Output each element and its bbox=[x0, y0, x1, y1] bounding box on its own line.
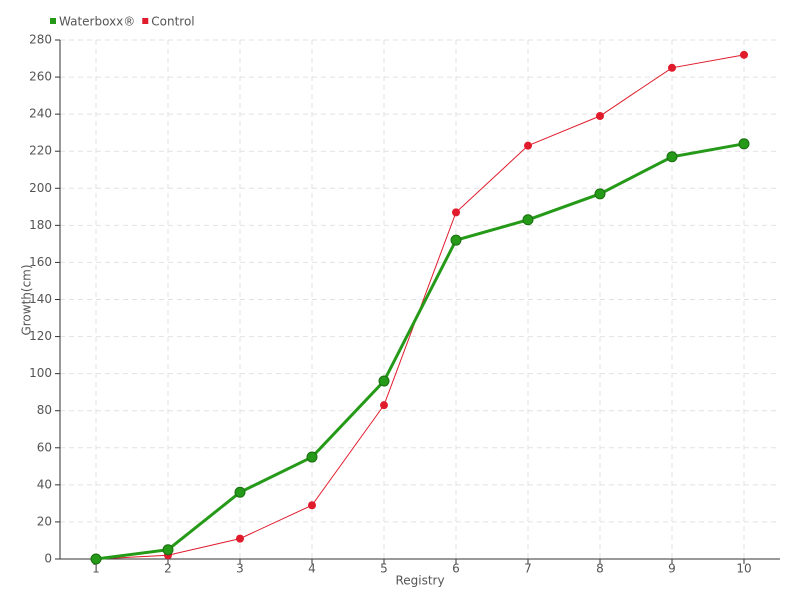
y-tick-label: 60 bbox=[37, 440, 52, 454]
point bbox=[596, 111, 604, 120]
x-tick-label: 9 bbox=[668, 562, 676, 576]
point bbox=[308, 501, 316, 510]
y-tick-label: 180 bbox=[29, 218, 52, 232]
y-tick-label: 260 bbox=[29, 70, 52, 84]
y-tick-label: 20 bbox=[37, 514, 52, 528]
series-line bbox=[95, 142, 745, 561]
x-axis-label: Registry bbox=[395, 574, 444, 588]
point bbox=[666, 151, 678, 163]
y-tick-label: 80 bbox=[37, 403, 52, 417]
y-tick-label: 100 bbox=[29, 366, 52, 380]
x-tick-label: 2 bbox=[164, 562, 172, 576]
point bbox=[668, 63, 676, 72]
y-tick-label: 140 bbox=[29, 292, 52, 306]
x-tick-label: 7 bbox=[524, 562, 532, 576]
point bbox=[524, 141, 532, 150]
point bbox=[234, 486, 246, 498]
point bbox=[738, 138, 750, 150]
point bbox=[522, 214, 534, 226]
y-tick-label: 160 bbox=[29, 255, 52, 269]
x-tick-label: 6 bbox=[452, 562, 460, 576]
y-tick-label: 0 bbox=[44, 552, 52, 566]
y-tick-label: 40 bbox=[37, 477, 52, 491]
point bbox=[378, 375, 390, 387]
series-line bbox=[95, 54, 745, 560]
legend-label: Control bbox=[151, 15, 194, 29]
x-tick-label: 4 bbox=[308, 562, 316, 576]
legend-swatch bbox=[142, 18, 149, 24]
point bbox=[306, 451, 318, 463]
x-tick-label: 10 bbox=[736, 562, 751, 576]
y-tick-label: 240 bbox=[29, 107, 52, 121]
legend-label: Waterboxx® bbox=[59, 15, 135, 29]
x-tick-label: 5 bbox=[380, 562, 388, 576]
x-tick-label: 8 bbox=[596, 562, 604, 576]
x-tick-label: 3 bbox=[236, 562, 244, 576]
point bbox=[236, 534, 244, 543]
legend-swatch bbox=[50, 18, 56, 24]
y-tick-label: 220 bbox=[29, 144, 52, 158]
point bbox=[380, 401, 388, 410]
x-tick-label: 1 bbox=[92, 562, 100, 576]
y-axis-label: Growth(cm) bbox=[20, 264, 34, 335]
y-tick-label: 280 bbox=[29, 33, 52, 47]
y-tick-label: 200 bbox=[29, 181, 52, 195]
point bbox=[450, 234, 462, 246]
point bbox=[740, 50, 748, 59]
y-tick-label: 120 bbox=[29, 329, 52, 343]
point bbox=[452, 208, 460, 217]
point bbox=[594, 188, 606, 200]
point bbox=[90, 553, 102, 565]
point bbox=[162, 544, 174, 556]
